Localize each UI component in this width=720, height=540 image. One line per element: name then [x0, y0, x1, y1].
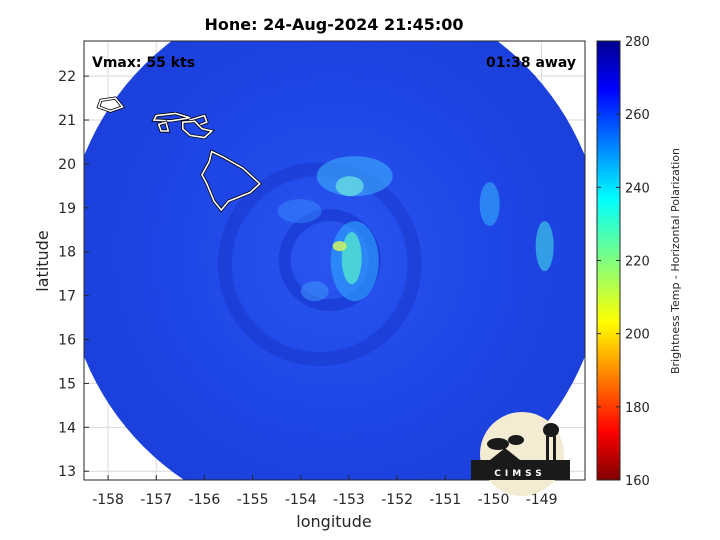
colorbar-tick-label: 220	[625, 255, 650, 270]
colorbar-label: Brightness Temp - Horizontal Polarizatio…	[669, 148, 682, 374]
band-east	[479, 182, 500, 227]
logo-text: CIMSS	[494, 469, 545, 479]
y-tick-label: 14	[58, 420, 76, 436]
y-tick-label: 21	[58, 113, 76, 129]
y-tick-label: 18	[58, 245, 76, 261]
y-tick-label: 19	[58, 201, 76, 217]
band-north-core	[335, 176, 364, 197]
time-away-label: 01:38 away	[486, 55, 576, 71]
cimss-logo: CIMSS	[471, 412, 570, 496]
x-tick-label: -151	[429, 492, 461, 508]
plot-frame	[83, 40, 586, 481]
colorbar-tick-label: 200	[625, 328, 650, 343]
band-south	[300, 281, 329, 302]
niihau-kauai-island	[97, 97, 124, 113]
y-tick-label: 15	[58, 376, 76, 392]
band-nw	[277, 199, 322, 224]
oahu-island	[152, 112, 191, 122]
colorbar-tick-label: 180	[625, 401, 650, 416]
x-axis-label: longitude	[296, 512, 371, 531]
y-tick-label: 13	[58, 464, 76, 480]
x-tick-label: -149	[526, 492, 558, 508]
x-tick-label: -158	[92, 492, 124, 508]
hawaii-islands-outline	[96, 96, 263, 213]
x-tick-label: -150	[478, 492, 510, 508]
y-tick-label: 22	[58, 69, 76, 85]
map-plot-area: -158 -157 -156 -155 -154 -153 -152 -151 -150 -149…	[58, 40, 586, 508]
x-tick-label: -152	[381, 492, 413, 508]
maui-island	[182, 120, 214, 139]
band-far-east	[535, 221, 554, 272]
big-island	[201, 150, 261, 212]
x-tick-label: -154	[285, 492, 317, 508]
rain-bands	[217, 156, 554, 367]
colorbar: 160 180 200 220 240 260 280 Brightness Temp - …	[596, 35, 682, 489]
x-tick-label: -155	[237, 492, 269, 508]
colorbar-tick-label: 160	[625, 474, 650, 489]
eyewall-hot	[332, 241, 347, 252]
x-tick-label: -157	[140, 492, 172, 508]
colorbar-tick-label: 260	[625, 108, 650, 123]
colorbar-tick-label: 280	[625, 35, 650, 50]
vmax-label: Vmax: 55 kts	[92, 55, 195, 71]
x-tick-label: -156	[189, 492, 221, 508]
colorbar-tick-label: 240	[625, 181, 650, 196]
x-axis-ticks: -158 -157 -156 -155 -154 -153 -152 -151 -150 -149	[92, 475, 558, 508]
figure-title: Hone: 24-Aug-2024 21:45:00	[204, 15, 463, 34]
y-axis-label: latitude	[33, 230, 52, 291]
eyewall-core	[341, 232, 362, 285]
x-tick-label: -153	[333, 492, 365, 508]
y-tick-label: 20	[58, 157, 76, 173]
lanai-island	[157, 121, 170, 132]
y-axis-ticks: 13 14 15 16 17 18 19 20 21 22	[58, 69, 89, 480]
colorbar-ticks: 160 180 200 220 240 260 280	[597, 35, 650, 489]
y-tick-label: 17	[58, 289, 76, 305]
y-tick-label: 16	[58, 333, 76, 349]
